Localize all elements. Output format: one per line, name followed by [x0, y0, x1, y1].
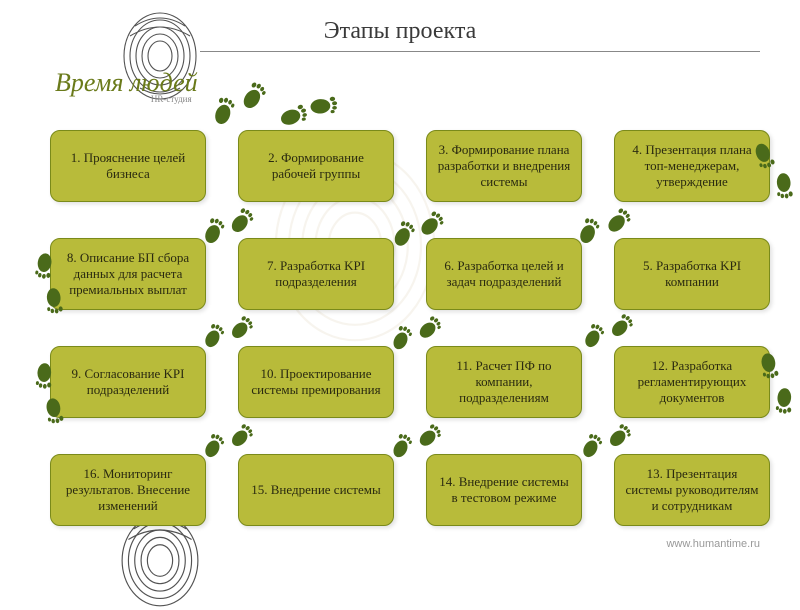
- footprint-icon: [30, 251, 58, 282]
- logo: Время людей HR-студия: [55, 70, 198, 104]
- stage-box: 9. Согласование KPI подразделений: [50, 346, 206, 418]
- stage-box: 14. Внедрение системы в тестовом режиме: [426, 454, 582, 526]
- stage-row: 8. Описание БП сбора данных для расчета …: [50, 238, 770, 310]
- stage-row: 9. Согласование KPI подразделений 10. Про…: [50, 346, 770, 418]
- stage-box: 8. Описание БП сбора данных для расчета …: [50, 238, 206, 310]
- stage-row: 16. Мониторинг результатов. Внесение изм…: [50, 454, 770, 526]
- stage-box: 16. Мониторинг результатов. Внесение изм…: [50, 454, 206, 526]
- footprint-icon: [771, 171, 797, 200]
- stage-box: 2. Формирование рабочей группы: [238, 130, 394, 202]
- footprint-icon: [771, 386, 797, 415]
- footer-url: www.humantime.ru: [666, 538, 760, 550]
- stage-box: 4. Презентация плана топ-менеджерам, утв…: [614, 130, 770, 202]
- footprint-icon: [276, 99, 312, 133]
- stage-box: 15. Внедрение системы: [238, 454, 394, 526]
- stage-box: 3. Формирование плана разработки и внедр…: [426, 130, 582, 202]
- footprint-icon: [235, 77, 272, 115]
- stage-box: 5. Разработка KPI компании: [614, 238, 770, 310]
- stage-box: 10. Проектирование системы премирования: [238, 346, 394, 418]
- footprint-icon: [40, 396, 68, 427]
- stage-box: 1. Прояснение целей бизнеса: [50, 130, 206, 202]
- logo-brand: Время людей: [55, 70, 198, 96]
- footprint-icon: [309, 92, 340, 120]
- stage-box: 12. Разработка регламентирующих документ…: [614, 346, 770, 418]
- stage-box: 6. Разработка целей и задач подразделени…: [426, 238, 582, 310]
- stage-row: 1. Прояснение целей бизнеса 2. Формирован…: [50, 130, 770, 202]
- footprint-icon: [755, 351, 783, 382]
- title-divider: [200, 51, 760, 52]
- stage-box: 13. Презентация системы руководителям и …: [614, 454, 770, 526]
- stage-box: 7. Разработка KPI подразделения: [238, 238, 394, 310]
- footprint-icon: [41, 286, 67, 315]
- stage-box: 11. Расчет ПФ по компании, подразделения…: [426, 346, 582, 418]
- footprint-icon: [31, 361, 57, 390]
